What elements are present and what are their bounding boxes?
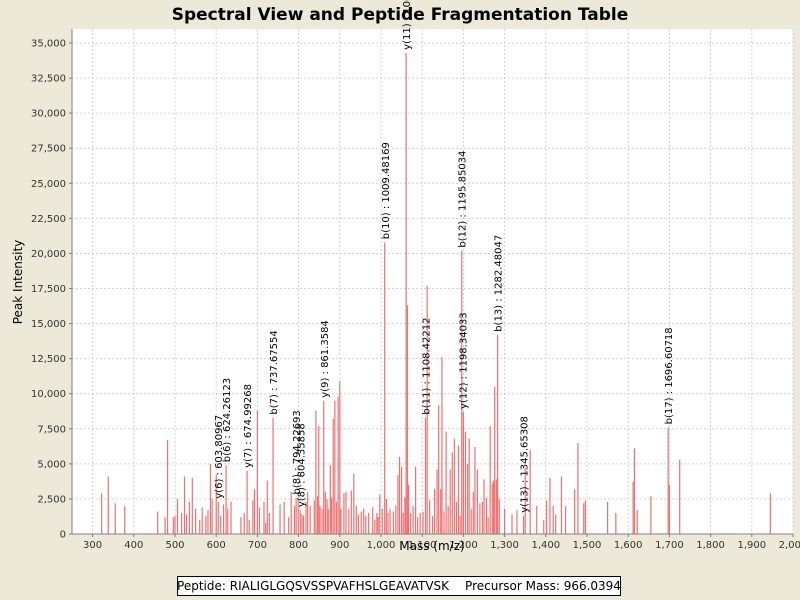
grid-lines <box>72 29 794 535</box>
chart-title: Spectral View and Peptide Fragmentation … <box>172 5 629 25</box>
y-axis-label: Peak Intensity <box>11 240 25 325</box>
x-tick-label: 1,200 <box>449 540 478 551</box>
x-tick-label: 1,000 <box>367 540 396 551</box>
peak-annotation-label: b(7) : 737.67554 <box>269 330 280 414</box>
x-tick-label: 900 <box>330 540 349 551</box>
x-tick-label: 600 <box>207 540 226 551</box>
peak-annotation-label: b(17) : 1696.60718 <box>664 327 675 424</box>
peak-annotation-label: y(6) : 603.80967 <box>214 415 225 499</box>
peak-annotation-label: b(6) : 624.26123 <box>222 378 233 462</box>
y-tick-label: 32,500 <box>31 74 66 85</box>
peak-annotation-label: b(12) : 1195.85034 <box>458 151 469 248</box>
x-tick-label: 800 <box>289 540 308 551</box>
x-tick-label: 1,500 <box>573 540 602 551</box>
x-tick-label: 400 <box>124 540 143 551</box>
y-tick-label: 17,500 <box>31 284 66 295</box>
plot-area <box>72 29 793 534</box>
y-tick-label: 27,500 <box>31 144 66 155</box>
y-tick-label: 5,000 <box>37 459 66 470</box>
x-tick-label: 1,900 <box>737 540 766 551</box>
y-tick-label: 35,000 <box>31 39 66 50</box>
precursor-field: Precursor Mass: 966.0394 <box>465 577 621 595</box>
peak-annotation-label: y(12) : 1198.34033 <box>459 312 470 409</box>
peak-annotation-label: y(8) : 804.35858 <box>296 423 307 507</box>
x-tick-label: 1,700 <box>655 540 684 551</box>
x-tick-label: 1,100 <box>408 540 437 551</box>
axes: 300 400 500 600 700 800 900 1,000 1,100 1,200 1,30… <box>31 29 800 551</box>
peak-annotation-label: b(10) : 1009.48169 <box>381 142 392 239</box>
y-tick-label: 12,500 <box>31 354 66 365</box>
peak-annotation-label: b(13) : 1282.48047 <box>493 235 504 332</box>
spectrum-chart: Spectral View and Peptide Fragmentation … <box>11 0 800 553</box>
peptide-info-panel: Peptide: RIALIGLGQSVSSPVAFHSLGEAVATVSK P… <box>177 576 621 596</box>
x-tick-label: 2,000 <box>779 540 800 551</box>
peak-annotation-label: y(13) : 1345.65308 <box>519 416 530 513</box>
x-tick-label: 300 <box>83 540 102 551</box>
y-tick-label: 0 <box>60 530 66 541</box>
precursor-mass-label: Precursor Mass: <box>465 579 560 593</box>
x-axis-label: Mass (m/z) <box>399 539 464 553</box>
spectrum-peaks <box>101 52 771 534</box>
x-tick-label: 1,800 <box>696 540 725 551</box>
y-tick-label: 15,000 <box>31 319 66 330</box>
peak-annotation-label: b(8) : 794.22693 <box>292 410 303 494</box>
peak-annotation-label: y(9) : 861.3584 <box>320 320 331 398</box>
x-tick-label: 500 <box>165 540 184 551</box>
x-tick-label: 1,400 <box>531 540 560 551</box>
y-tick-label: 30,000 <box>31 109 66 120</box>
y-tick-label: 25,000 <box>31 179 66 190</box>
peak-annotation-label: y(11) : 1061.?? <box>402 0 413 50</box>
x-tick-label: 1,300 <box>490 540 519 551</box>
peptide-sequence: RIALIGLGQSVSSPVAFHSLGEAVATVSK <box>229 579 450 593</box>
y-tick-label: 22,500 <box>31 214 66 225</box>
precursor-mass-value: 966.0394 <box>563 579 621 593</box>
peak-annotation-label: y(7) : 674.99268 <box>243 384 254 468</box>
peptide-field: Peptide: RIALIGLGQSVSSPVAFHSLGEAVATVSK <box>177 577 450 595</box>
peak-annotation-label: b(11) : 1108.42212 <box>422 318 433 415</box>
y-tick-label: 20,000 <box>31 249 66 260</box>
y-tick-label: 7,500 <box>37 424 66 435</box>
peptide-label: Peptide: <box>177 579 226 593</box>
y-tick-label: 10,000 <box>31 389 66 400</box>
x-tick-label: 700 <box>248 540 267 551</box>
x-tick-label: 1,600 <box>614 540 643 551</box>
y-tick-label: 2,500 <box>37 494 66 505</box>
